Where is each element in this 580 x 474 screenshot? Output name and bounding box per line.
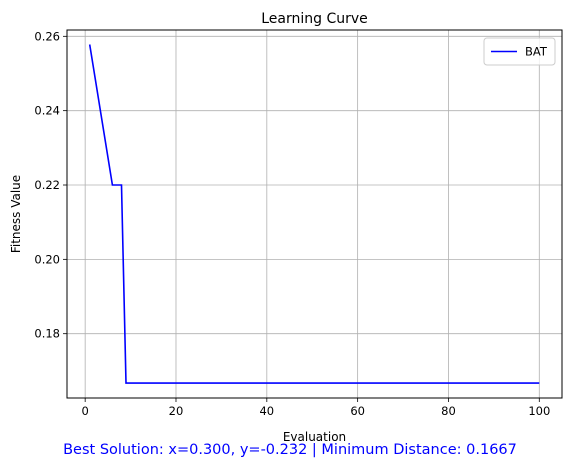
legend-label: BAT [525, 45, 548, 59]
y-tick-label: 0.22 [34, 178, 60, 192]
y-axis-label: Fitness Value [9, 175, 23, 253]
x-axis-label: Evaluation [283, 430, 346, 444]
series-line-bat [88, 44, 540, 384]
chart-title: Learning Curve [261, 11, 368, 27]
x-tick-label: 40 [259, 404, 274, 418]
y-tick-label: 0.24 [34, 104, 60, 118]
x-axis-ticks: 0 20 40 60 80 100 [82, 398, 550, 418]
x-tick-label: 80 [441, 404, 456, 418]
y-tick-label: 0.20 [34, 252, 60, 266]
x-tick-label: 100 [528, 404, 550, 418]
plot-frame [66, 29, 563, 399]
y-tick-label: 0.18 [34, 327, 60, 341]
x-tick-label: 0 [82, 404, 89, 418]
y-tick-label: 0.26 [34, 29, 60, 43]
x-tick-label: 20 [169, 404, 184, 418]
legend-box [483, 37, 556, 66]
grid-lines [67, 30, 562, 398]
y-axis-ticks: 0.18 0.20 0.22 0.24 0.26 [34, 29, 67, 341]
x-tick-label: 60 [350, 404, 365, 418]
legend: BAT [483, 37, 556, 66]
series-layer [88, 44, 540, 384]
best-solution-caption: Best Solution: x=0.300, y=-0.232 | Minim… [63, 442, 517, 458]
